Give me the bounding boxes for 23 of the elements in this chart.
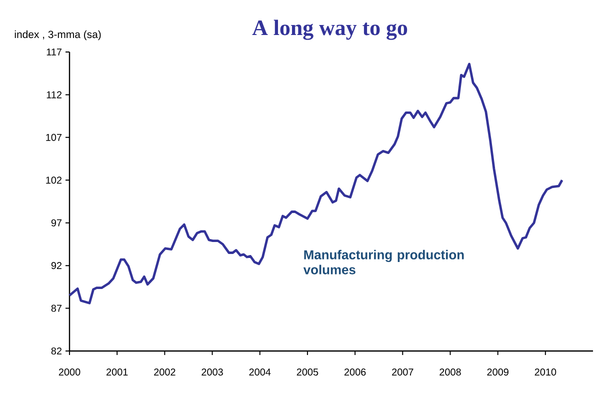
y-tick-label: 112 bbox=[46, 91, 62, 98]
y-tick-label: 117 bbox=[46, 48, 62, 56]
y-tick-label: 92 bbox=[51, 262, 62, 270]
x-tick-label: 2002 bbox=[154, 368, 176, 376]
x-tick-label: 2007 bbox=[392, 368, 414, 376]
line-series bbox=[68, 62, 564, 304]
y-tick-label: 87 bbox=[51, 304, 62, 312]
y-tick-label: 102 bbox=[46, 176, 62, 184]
x-tick-label: 2008 bbox=[440, 368, 461, 376]
y-tick-label: 97 bbox=[51, 219, 62, 226]
y-tick-label: 107 bbox=[46, 134, 62, 141]
x-tick-label: 2003 bbox=[202, 368, 223, 376]
annotation: Manufacturing production volumes bbox=[303, 250, 464, 274]
chart-title: A long way to go bbox=[252, 20, 408, 40]
x-tick-label: 2010 bbox=[534, 368, 556, 376]
x-tick-label: 2004 bbox=[249, 368, 271, 376]
x-tick-label: 2001 bbox=[106, 368, 128, 376]
y-axis-title: index , 3-mma (sa) bbox=[14, 30, 101, 40]
x-tick-label: 2006 bbox=[344, 368, 366, 376]
y-tick-label: 82 bbox=[51, 347, 62, 355]
x-tick-label: 2000 bbox=[58, 368, 80, 376]
x-tick-label: 2009 bbox=[487, 368, 508, 376]
x-tick-label: 2005 bbox=[296, 368, 318, 376]
